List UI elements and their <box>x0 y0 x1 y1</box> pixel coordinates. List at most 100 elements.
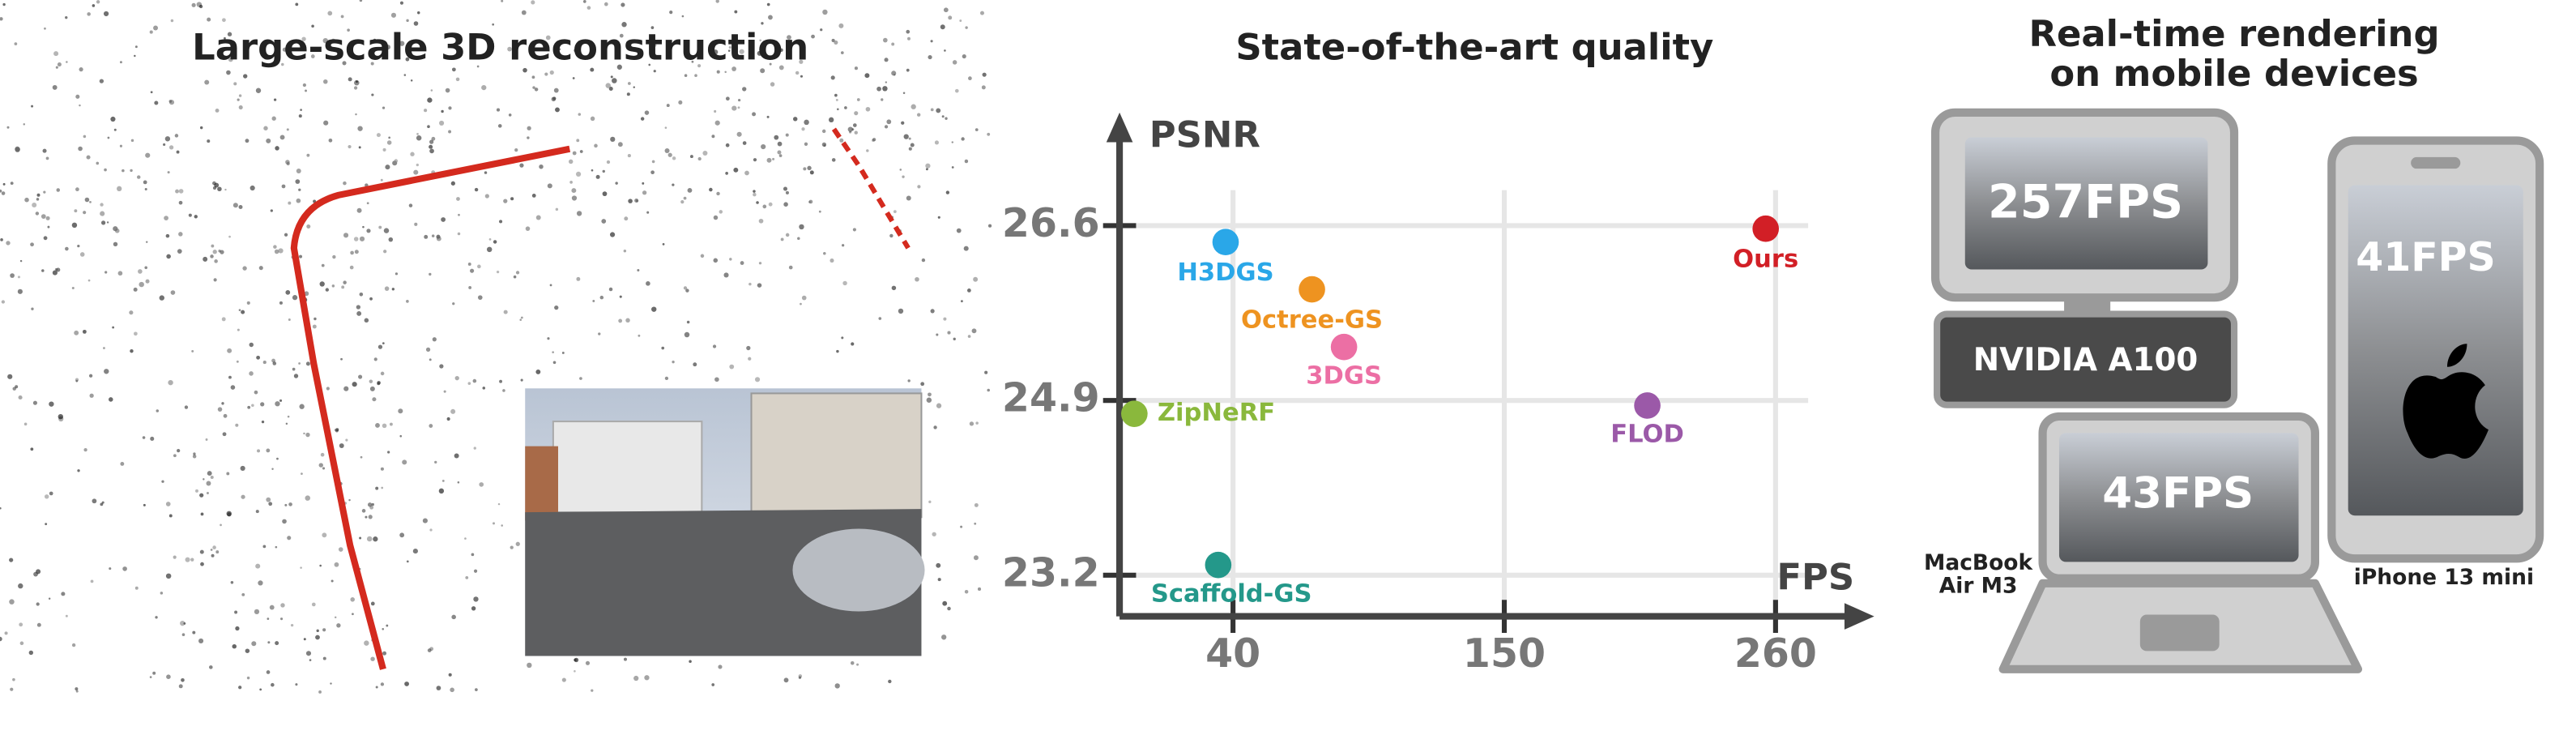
trajectory <box>831 127 911 250</box>
point-cloud-dot <box>155 616 158 619</box>
point-cloud-dot <box>79 104 81 107</box>
point-cloud-dot <box>854 111 859 116</box>
point-cloud-dot <box>266 497 271 502</box>
point-cloud-dot <box>303 432 305 435</box>
point-cloud-dot <box>456 197 460 201</box>
point-cloud-dot <box>249 342 254 348</box>
point-cloud-dot <box>831 158 836 162</box>
point-cloud-dot <box>332 254 336 259</box>
point-cloud-dot <box>921 258 926 263</box>
point-cloud-dot <box>371 93 374 96</box>
point-cloud-dot <box>872 138 876 142</box>
point-cloud-dot <box>211 244 215 248</box>
point-cloud-dot <box>398 408 403 414</box>
point-cloud-dot <box>43 236 48 241</box>
point-cloud-dot <box>315 634 320 640</box>
point-cloud-dot <box>429 148 434 154</box>
point-cloud-dot <box>113 128 117 131</box>
point-cloud-dot <box>375 686 378 689</box>
data-point <box>1205 551 1232 579</box>
point-cloud-dot <box>267 641 271 644</box>
point-cloud-dot <box>177 249 182 254</box>
point-cloud-dot <box>82 329 87 334</box>
point-cloud-dot <box>778 154 783 157</box>
point-cloud-dot <box>739 49 744 54</box>
point-cloud-dot <box>356 80 358 83</box>
point-cloud-dot <box>134 586 139 590</box>
point-cloud-dot <box>99 79 104 83</box>
point-cloud-dot <box>429 358 432 361</box>
point-cloud-dot <box>568 159 574 164</box>
point-label: H3DGS <box>1177 258 1273 287</box>
point-cloud-dot <box>279 399 283 402</box>
point-cloud-dot <box>840 51 844 54</box>
point-cloud-dot <box>429 139 434 144</box>
point-cloud-dot <box>734 10 738 14</box>
point-cloud-dot <box>210 475 214 479</box>
point-cloud-dot <box>798 676 802 679</box>
laptop-screen <box>2058 433 2299 562</box>
point-cloud-dot <box>383 228 390 233</box>
point-cloud-dot <box>448 673 452 677</box>
point-cloud-dot <box>170 290 176 295</box>
point-cloud-dot <box>746 345 751 351</box>
point-cloud-dot <box>45 216 50 220</box>
point-cloud-dot <box>359 536 362 540</box>
point-cloud-dot <box>322 628 326 632</box>
point-cloud-dot <box>220 250 224 254</box>
point-cloud-dot <box>84 197 90 203</box>
point-cloud-dot <box>575 171 582 177</box>
point-cloud-dot <box>101 501 104 504</box>
point-cloud-dot <box>343 233 349 238</box>
point-cloud-dot <box>390 12 397 18</box>
point-cloud-dot <box>181 633 186 637</box>
point-cloud-dot <box>795 70 800 75</box>
point-cloud-dot <box>404 682 409 686</box>
point-cloud-dot <box>100 220 106 225</box>
point-cloud-dot <box>352 613 354 616</box>
point-cloud-dot <box>451 67 456 72</box>
point-cloud-dot <box>953 337 956 341</box>
point-cloud-dot <box>852 123 857 127</box>
point-cloud-dot <box>553 88 559 93</box>
point-cloud-dot <box>104 369 109 374</box>
point-cloud-dot <box>951 166 954 169</box>
point-cloud-dot <box>9 558 14 562</box>
point-cloud-dot <box>936 562 941 568</box>
point-cloud-dot <box>499 220 503 224</box>
point-cloud-dot <box>193 452 196 455</box>
point-cloud-dot <box>322 656 326 660</box>
point-cloud-dot <box>287 536 292 540</box>
point-cloud-dot <box>380 467 384 471</box>
point-cloud-dot <box>954 88 959 93</box>
point-cloud-dot <box>496 108 501 112</box>
point-cloud-dot <box>347 28 350 32</box>
point-cloud-dot <box>10 273 15 278</box>
point-cloud-dot <box>907 36 911 41</box>
point-cloud-dot <box>961 137 965 141</box>
point-cloud-dot <box>153 25 158 31</box>
point-cloud-dot <box>549 284 552 287</box>
point-cloud-dot <box>270 209 273 212</box>
point-cloud-dot <box>667 152 672 157</box>
point-cloud-dot <box>936 403 942 408</box>
point-cloud-dot <box>2 2 6 6</box>
point-cloud-dot <box>271 468 274 470</box>
point-cloud-dot <box>928 392 932 397</box>
point-cloud-dot <box>322 37 329 44</box>
point-cloud-dot <box>844 106 847 109</box>
point-cloud-dot <box>429 144 433 149</box>
data-point <box>1121 400 1148 427</box>
point-cloud-dot <box>545 35 551 41</box>
point-cloud-dot <box>804 142 808 146</box>
point-cloud-dot <box>330 682 332 685</box>
point-cloud-dot <box>203 478 205 481</box>
point-cloud-dot <box>427 648 432 652</box>
point-cloud-dot <box>836 349 839 353</box>
point-cloud-dot <box>910 143 915 147</box>
point-cloud-dot <box>416 163 419 167</box>
point-cloud-dot <box>432 337 437 342</box>
point-cloud-dot <box>77 469 80 472</box>
point-cloud-dot <box>143 503 146 506</box>
point-cloud-dot <box>780 237 784 241</box>
